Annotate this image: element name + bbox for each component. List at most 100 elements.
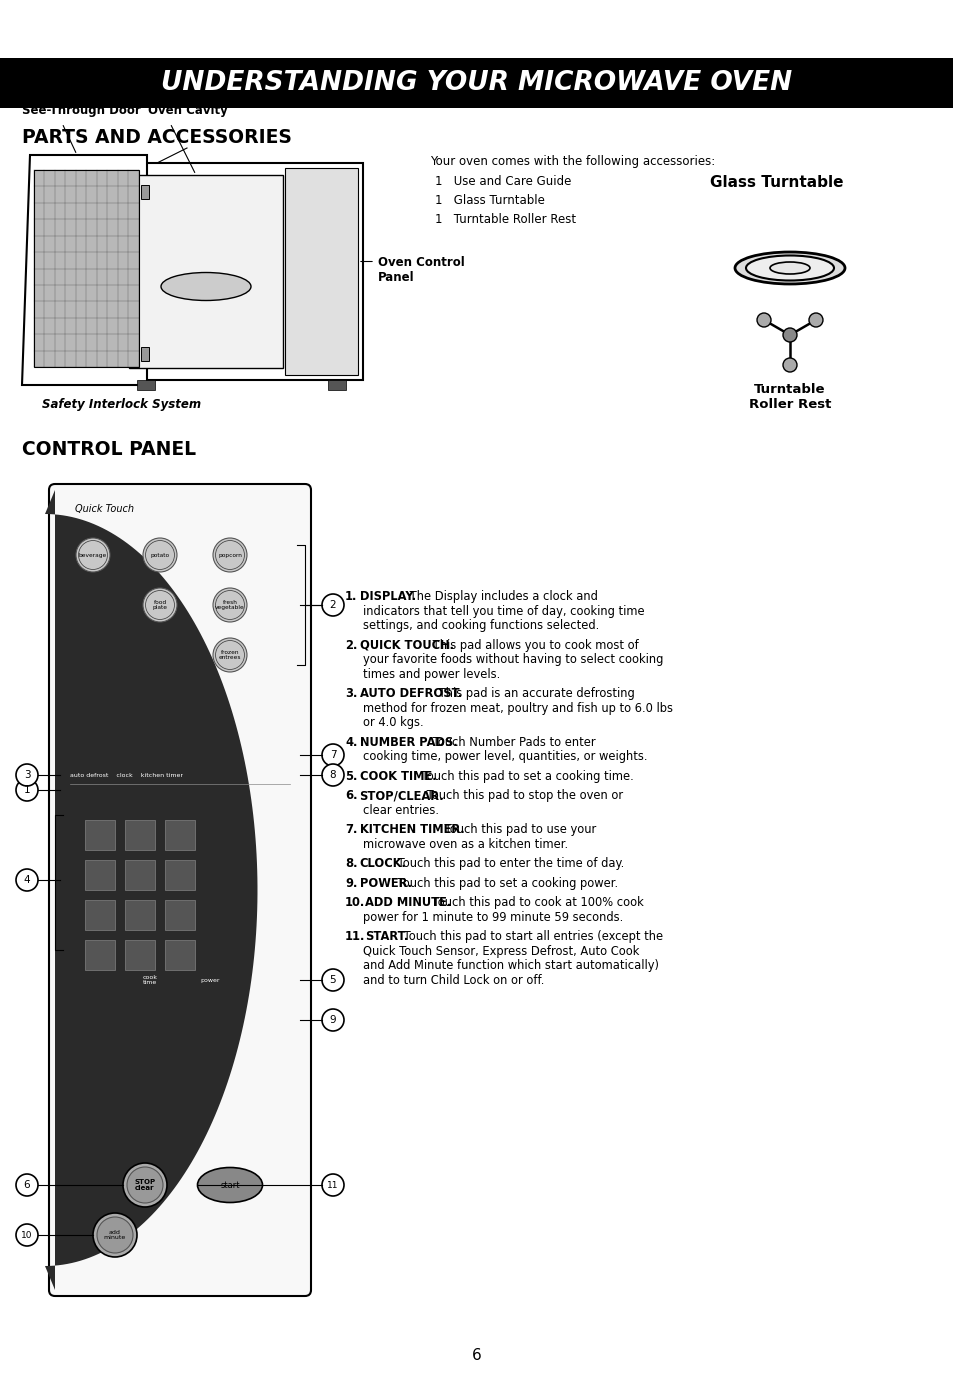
Ellipse shape xyxy=(734,253,844,285)
Bar xyxy=(129,175,283,368)
Text: This pad allows you to cook most of: This pad allows you to cook most of xyxy=(429,638,639,651)
Circle shape xyxy=(16,869,38,891)
Circle shape xyxy=(322,744,344,766)
Text: 1   Use and Care Guide: 1 Use and Care Guide xyxy=(435,175,571,187)
Text: NUMBER PADS.: NUMBER PADS. xyxy=(359,736,456,748)
Text: DISPLAY.: DISPLAY. xyxy=(359,590,416,602)
Text: Touch this pad to cook at 100% cook: Touch this pad to cook at 100% cook xyxy=(429,897,643,909)
Circle shape xyxy=(215,590,244,619)
Text: add
minute: add minute xyxy=(104,1230,126,1241)
Circle shape xyxy=(215,540,244,569)
Text: Turntable
Roller Rest: Turntable Roller Rest xyxy=(748,383,830,411)
Text: 7.: 7. xyxy=(345,823,357,836)
Circle shape xyxy=(322,594,344,616)
Circle shape xyxy=(757,314,770,328)
Text: 6: 6 xyxy=(472,1348,481,1363)
Text: microwave oven as a kitchen timer.: microwave oven as a kitchen timer. xyxy=(363,837,568,851)
Text: Safety Interlock System: Safety Interlock System xyxy=(42,398,201,411)
Text: Touch this pad to enter the time of day.: Touch this pad to enter the time of day. xyxy=(394,856,624,870)
Circle shape xyxy=(143,589,177,622)
Text: settings, and cooking functions selected.: settings, and cooking functions selected… xyxy=(363,619,598,632)
Text: Easy-Clean
Oven Cavity: Easy-Clean Oven Cavity xyxy=(148,89,228,117)
Text: or 4.0 kgs.: or 4.0 kgs. xyxy=(363,716,423,729)
Circle shape xyxy=(213,589,247,622)
Bar xyxy=(34,169,139,366)
Circle shape xyxy=(213,638,247,672)
Circle shape xyxy=(97,1217,132,1253)
Text: and Add Minute function which start automatically): and Add Minute function which start auto… xyxy=(363,959,659,972)
Ellipse shape xyxy=(769,262,809,273)
Text: 8: 8 xyxy=(330,770,336,780)
Text: QUICK TOUCH.: QUICK TOUCH. xyxy=(359,638,453,651)
Text: method for frozen meat, poultry and fish up to 6.0 lbs: method for frozen meat, poultry and fish… xyxy=(363,701,672,715)
Text: Quick Touch Sensor, Express Defrost, Auto Cook: Quick Touch Sensor, Express Defrost, Aut… xyxy=(363,944,639,958)
Text: and to turn Child Lock on or off.: and to turn Child Lock on or off. xyxy=(363,973,544,987)
Circle shape xyxy=(16,1174,38,1196)
Circle shape xyxy=(78,540,108,569)
Text: Touch this pad to stop the oven or: Touch this pad to stop the oven or xyxy=(423,788,623,802)
Bar xyxy=(85,820,115,849)
Bar xyxy=(85,861,115,890)
Bar xyxy=(125,820,154,849)
Text: The Display includes a clock and: The Display includes a clock and xyxy=(406,590,598,602)
Text: 1: 1 xyxy=(24,786,30,795)
Circle shape xyxy=(76,539,110,572)
Circle shape xyxy=(92,1213,137,1258)
Bar xyxy=(125,899,154,930)
Text: 1   Turntable Roller Rest: 1 Turntable Roller Rest xyxy=(435,212,576,226)
Text: 11.: 11. xyxy=(345,930,365,942)
Text: 5.: 5. xyxy=(345,769,357,783)
Circle shape xyxy=(322,1174,344,1196)
Bar xyxy=(165,861,194,890)
Circle shape xyxy=(213,539,247,572)
Circle shape xyxy=(782,358,796,372)
Text: AUTO DEFROST.: AUTO DEFROST. xyxy=(359,687,461,700)
Text: cook
time: cook time xyxy=(142,974,157,985)
Text: STOP/CLEAR.: STOP/CLEAR. xyxy=(359,788,444,802)
Bar xyxy=(328,380,346,390)
Bar xyxy=(125,940,154,970)
Text: beverage: beverage xyxy=(79,552,107,558)
Text: Glass Turntable: Glass Turntable xyxy=(709,175,842,190)
Circle shape xyxy=(127,1167,163,1203)
Bar xyxy=(137,380,154,390)
Text: STOP
clear: STOP clear xyxy=(134,1178,155,1191)
Text: cooking time, power level, quantities, or weights.: cooking time, power level, quantities, o… xyxy=(363,750,647,763)
Bar xyxy=(85,899,115,930)
Text: 2: 2 xyxy=(330,600,336,609)
Text: 1.: 1. xyxy=(345,590,357,602)
Text: 3: 3 xyxy=(24,770,30,780)
Circle shape xyxy=(215,640,244,669)
Bar xyxy=(125,861,154,890)
Bar xyxy=(165,899,194,930)
Text: 6: 6 xyxy=(24,1180,30,1190)
Text: 7: 7 xyxy=(330,750,336,761)
Circle shape xyxy=(782,328,796,341)
Text: 9.: 9. xyxy=(345,876,357,890)
Text: 2.: 2. xyxy=(345,638,357,651)
Text: START.: START. xyxy=(365,930,408,942)
Text: Touch this pad to set a cooking power.: Touch this pad to set a cooking power. xyxy=(394,876,618,890)
Text: your favorite foods without having to select cooking: your favorite foods without having to se… xyxy=(363,652,662,666)
Text: food
plate: food plate xyxy=(152,600,168,611)
Circle shape xyxy=(322,763,344,786)
Text: UNDERSTANDING YOUR MICROWAVE OVEN: UNDERSTANDING YOUR MICROWAVE OVEN xyxy=(161,69,792,96)
Text: 6.: 6. xyxy=(345,788,357,802)
Text: Touch this pad to set a cooking time.: Touch this pad to set a cooking time. xyxy=(417,769,633,783)
Text: See-Through Door: See-Through Door xyxy=(22,104,141,117)
Bar xyxy=(141,185,149,198)
Circle shape xyxy=(16,1224,38,1246)
Text: Oven Control
Panel: Oven Control Panel xyxy=(377,255,464,283)
Text: KITCHEN TIMER.: KITCHEN TIMER. xyxy=(359,823,464,836)
Text: 11: 11 xyxy=(327,1181,338,1190)
Text: 9: 9 xyxy=(330,1015,336,1024)
Circle shape xyxy=(143,539,177,572)
Text: clear entries.: clear entries. xyxy=(363,804,438,816)
Polygon shape xyxy=(45,490,257,1289)
Circle shape xyxy=(146,540,174,569)
Circle shape xyxy=(16,763,38,786)
Text: frozen
entrees: frozen entrees xyxy=(218,650,241,661)
Bar xyxy=(85,940,115,970)
Text: indicators that tell you time of day, cooking time: indicators that tell you time of day, co… xyxy=(363,605,644,618)
Circle shape xyxy=(322,969,344,991)
